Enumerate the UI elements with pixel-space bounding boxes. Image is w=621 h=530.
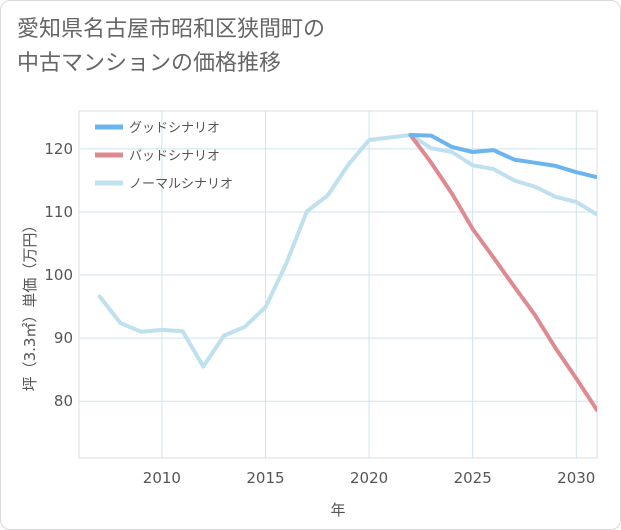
series-line-1 xyxy=(408,133,597,413)
y-tick-label-1: 90 xyxy=(54,329,73,347)
legend-label-0: グッドシナリオ xyxy=(129,121,220,136)
y-tick-label-3: 110 xyxy=(44,203,73,221)
series-line-2 xyxy=(97,133,597,369)
y-tick-label-4: 120 xyxy=(44,140,73,158)
chart-title-line-2: 中古マンションの価格推移 xyxy=(17,51,282,76)
legend-label-2: ノーマルシナリオ xyxy=(129,177,233,192)
x-tick-label-2: 2020 xyxy=(350,469,388,487)
legend-label-1: バッドシナリオ xyxy=(129,149,220,164)
x-axis-label: 年 xyxy=(330,501,345,519)
x-tick-label-3: 2025 xyxy=(454,469,492,487)
y-tick-label-2: 100 xyxy=(44,266,73,284)
y-axis-label: 坪（3.3㎡）単価（万円） xyxy=(21,218,39,392)
chart-title: 愛知県名古屋市昭和区狭間町の 中古マンションの価格推移 xyxy=(17,13,437,81)
chart-title-line-1: 愛知県名古屋市昭和区狭間町の xyxy=(17,17,326,42)
x-tick-label-4: 2030 xyxy=(557,469,595,487)
plot-area xyxy=(78,110,598,459)
x-tick-label-0: 2010 xyxy=(143,469,181,487)
x-tick-label-1: 2015 xyxy=(246,469,284,487)
y-tick-label-0: 80 xyxy=(54,392,73,410)
series-line-0 xyxy=(408,133,597,180)
series-group xyxy=(97,133,597,413)
